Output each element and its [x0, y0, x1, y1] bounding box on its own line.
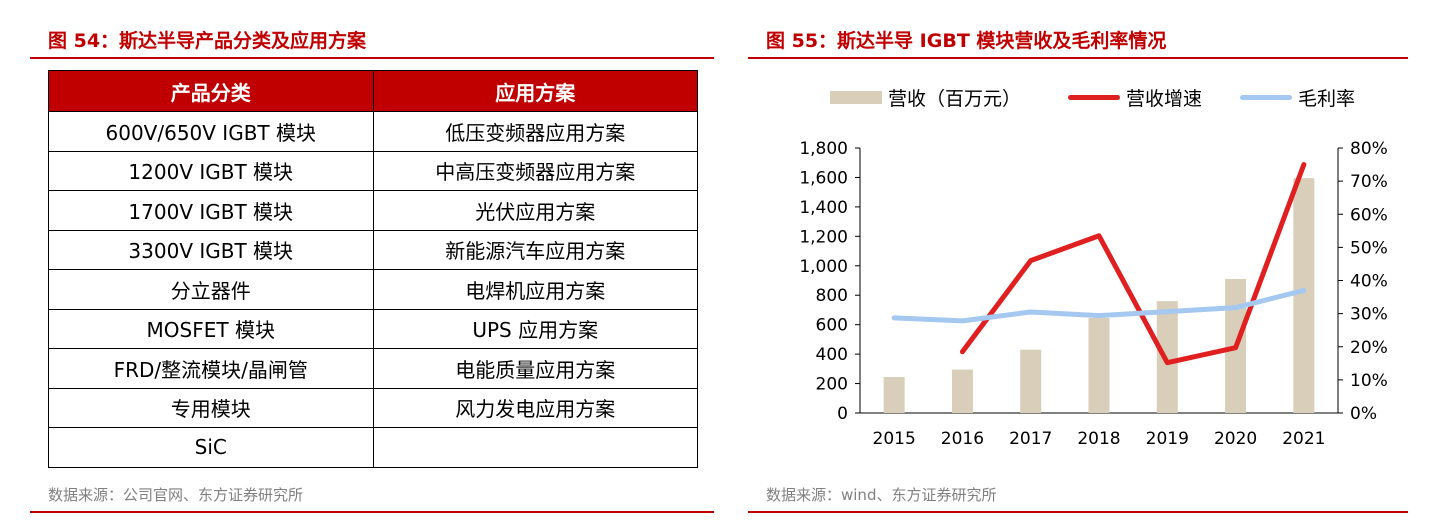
title-rule: [30, 57, 714, 59]
table-row: 分立器件 电焊机应用方案: [48, 269, 698, 310]
table-row: 1700V IGBT 模块 光伏应用方案: [48, 190, 698, 231]
revenue-bar: [1156, 301, 1178, 413]
product-cell: 分立器件: [48, 269, 374, 310]
product-cell: SiC: [48, 427, 374, 468]
figure-54-source: 数据来源：公司官网、东方证券研究所: [48, 486, 304, 504]
product-cell: 600V/650V IGBT 模块: [48, 111, 374, 152]
application-cell: 中高压变频器应用方案: [372, 150, 698, 191]
x-tick-label: 2018: [1077, 429, 1120, 449]
product-cell: MOSFET 模块: [48, 308, 374, 349]
revenue-bar: [1293, 178, 1315, 413]
figure-55-panel: 图 55：斯达半导 IGBT 模块营收及毛利率情况 营收（百万元） 营收增速 毛…: [748, 0, 1408, 523]
right-tick-label: 0%: [1350, 404, 1377, 424]
left-tick-label: 1,600: [799, 168, 848, 188]
growth-line: [959, 162, 1307, 366]
legend-swatch-margin: [1240, 94, 1292, 100]
x-tick-label: 2019: [1146, 429, 1189, 449]
left-tick-label: 600: [816, 316, 848, 336]
table-row: 专用模块 风力发电应用方案: [48, 387, 698, 428]
figure-55-title: 图 55：斯达半导 IGBT 模块营收及毛利率情况: [766, 30, 1167, 52]
figure-55-source: 数据来源：wind、东方证券研究所: [766, 486, 997, 504]
right-tick-label: 20%: [1350, 338, 1388, 358]
table-row: FRD/整流模块/晶闸管 电能质量应用方案: [48, 348, 698, 389]
product-cell: 1700V IGBT 模块: [48, 190, 374, 231]
revenue-bar: [1088, 318, 1110, 413]
legend-item-margin: 毛利率: [1240, 84, 1355, 110]
application-cell: 电能质量应用方案: [372, 348, 698, 389]
application-cell: 光伏应用方案: [372, 190, 698, 231]
application-cell: 电焊机应用方案: [372, 269, 698, 310]
right-tick-label: 80%: [1350, 139, 1388, 159]
product-cell: 3300V IGBT 模块: [48, 229, 374, 270]
x-tick-label: 2016: [941, 429, 984, 449]
x-tick-label: 2017: [1009, 429, 1052, 449]
bottom-rule: [748, 511, 1408, 513]
application-cell: 新能源汽车应用方案: [372, 229, 698, 270]
product-cell: 1200V IGBT 模块: [48, 150, 374, 191]
legend-label-revenue: 营收（百万元）: [888, 87, 1022, 110]
revenue-margin-chart: 0 200 400 600 800 1,000 1,200 1,400 1,600 1,800 0%…: [799, 139, 1388, 449]
bottom-rule: [30, 511, 714, 513]
revenue-bar: [1020, 349, 1042, 413]
x-tick-label: 2020: [1214, 429, 1257, 449]
left-tick-label: 1,400: [799, 198, 848, 218]
legend-label-margin: 毛利率: [1298, 87, 1356, 110]
table-row: SiC: [48, 427, 698, 468]
left-tick-label: 200: [816, 375, 848, 395]
application-cell: UPS 应用方案: [372, 308, 698, 349]
table-row: MOSFET 模块 UPS 应用方案: [48, 308, 698, 349]
right-tick-label: 30%: [1350, 305, 1388, 325]
application-cell: 风力发电应用方案: [372, 387, 698, 428]
application-cell: 低压变频器应用方案: [372, 111, 698, 152]
product-cell: FRD/整流模块/晶闸管: [48, 348, 374, 389]
right-tick-label: 60%: [1350, 205, 1388, 225]
left-tick-label: 1,800: [799, 139, 848, 159]
legend-item-revenue: 营收（百万元）: [830, 84, 1021, 110]
application-cell: [372, 427, 698, 468]
revenue-bar: [883, 376, 905, 413]
header-product-category: 产品分类: [48, 70, 374, 112]
right-tick-label: 40%: [1350, 272, 1388, 292]
table-row: 1200V IGBT 模块 中高压变频器应用方案: [48, 150, 698, 191]
right-tick-label: 50%: [1350, 238, 1388, 258]
left-tick-label: 0: [837, 404, 848, 424]
legend-swatch-revenue: [830, 90, 882, 104]
left-tick-label: 800: [816, 286, 848, 306]
figure-54-title: 图 54：斯达半导产品分类及应用方案: [48, 30, 367, 52]
margin-line: [891, 287, 1307, 324]
title-rule: [748, 57, 1408, 59]
table-row: 3300V IGBT 模块 新能源汽车应用方案: [48, 229, 698, 270]
revenue-bar: [951, 369, 973, 413]
left-tick-label: 400: [816, 345, 848, 365]
table-row: 600V/650V IGBT 模块 低压变频器应用方案: [48, 111, 698, 152]
legend-swatch-growth: [1068, 94, 1120, 100]
header-application: 应用方案: [372, 70, 698, 112]
right-tick-label: 10%: [1350, 371, 1388, 391]
table-header-row: 产品分类 应用方案: [48, 70, 698, 112]
left-tick-label: 1,000: [799, 257, 848, 277]
left-tick-label: 1,200: [799, 227, 848, 247]
product-cell: 专用模块: [48, 387, 374, 428]
figure-54-panel: 图 54：斯达半导产品分类及应用方案 产品分类 应用方案 600V/650V I…: [30, 0, 714, 523]
legend-label-growth: 营收增速: [1126, 87, 1203, 110]
x-tick-label: 2015: [873, 429, 916, 449]
product-table: 产品分类 应用方案 600V/650V IGBT 模块 低压变频器应用方案 12…: [48, 70, 698, 468]
x-tick-label: 2021: [1282, 429, 1325, 449]
right-tick-label: 70%: [1350, 172, 1388, 192]
legend-item-growth: 营收增速: [1068, 84, 1202, 110]
